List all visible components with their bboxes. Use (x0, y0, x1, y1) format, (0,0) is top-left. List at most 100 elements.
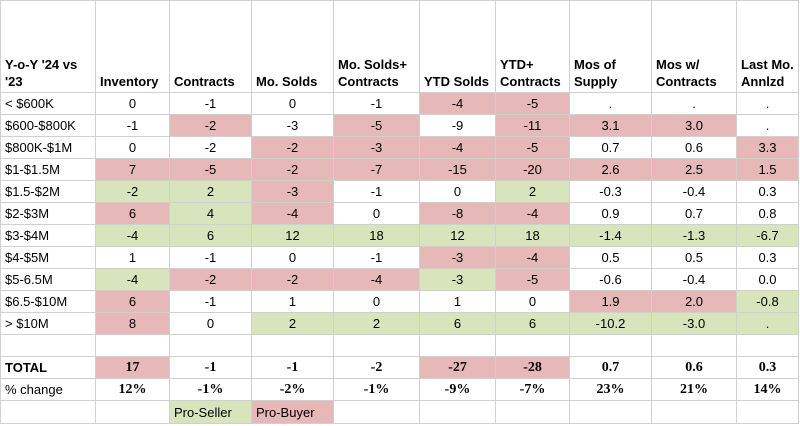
table-cell: 0.7 (569, 136, 652, 159)
table-cell: -3 (419, 268, 496, 291)
empty-cell (569, 400, 652, 424)
header-cell: Contracts (169, 0, 252, 93)
row-label: $3-$4M (0, 224, 96, 247)
table-cell: 0.3 (736, 246, 799, 269)
table-cell: . (569, 92, 652, 115)
table-cell: 0 (251, 246, 334, 269)
table-cell: 0 (251, 92, 334, 115)
table-cell: -9% (419, 378, 496, 401)
header-row: Y-o-Y '24 vs '23 Inventory Contracts Mo.… (0, 0, 799, 93)
table-row: $1.5-$2M -2 2 -3 -1 0 2 -0.3 -0.4 0.3 (0, 180, 799, 203)
table-cell: -20 (495, 158, 570, 181)
table-cell: -1.3 (651, 224, 737, 247)
table-cell: -5 (169, 158, 252, 181)
table-cell: -1% (169, 378, 252, 401)
table-cell: 18 (333, 224, 420, 247)
row-label: < $600K (0, 92, 96, 115)
empty-cell (95, 334, 170, 357)
table-cell: 6 (419, 312, 496, 335)
table-cell: 0.8 (736, 202, 799, 225)
table-cell: -3 (419, 246, 496, 269)
empty-cell (0, 400, 96, 424)
table-cell: -8 (419, 202, 496, 225)
table-cell: -5 (495, 268, 570, 291)
table-cell: 2 (495, 180, 570, 203)
table-row: $6.5-$10M 6 -1 1 0 1 0 1.9 2.0 -0.8 (0, 290, 799, 313)
table-cell: . (736, 92, 799, 115)
table-cell: 2 (251, 312, 334, 335)
table-cell: 6 (495, 312, 570, 335)
table-cell: -5 (495, 92, 570, 115)
table-cell: -4 (251, 202, 334, 225)
empty-cell (419, 400, 496, 424)
table-cell: -1 (333, 180, 420, 203)
table-cell: 18 (495, 224, 570, 247)
table-cell: -4 (495, 246, 570, 269)
table-cell: -7 (333, 158, 420, 181)
table-row: $2-$3M 6 4 -4 0 -8 -4 0.9 0.7 0.8 (0, 202, 799, 225)
table-cell: -28 (495, 356, 570, 379)
table-cell: 21% (651, 378, 737, 401)
table-cell: 12 (419, 224, 496, 247)
table-cell: 0 (95, 136, 170, 159)
table-cell: 3.0 (651, 114, 737, 137)
table-row: $1-$1.5M 7 -5 -2 -7 -15 -20 2.6 2.5 1.5 (0, 158, 799, 181)
table-cell: -3 (251, 114, 334, 137)
table-cell: . (736, 312, 799, 335)
header-cell: Mo. Solds (251, 0, 334, 93)
table-cell: -1 (333, 246, 420, 269)
table-cell: -1 (169, 290, 252, 313)
legend-row: Pro-Seller Pro-Buyer (0, 400, 799, 424)
table-cell: . (736, 114, 799, 137)
header-cell: Mos of Supply (569, 0, 652, 93)
table-cell: -2 (169, 268, 252, 291)
empty-cell (333, 334, 420, 357)
percent-change-row: % change 12% -1% -2% -1% -9% -7% 23% 21% 14% (0, 378, 799, 401)
empty-cell (95, 400, 170, 424)
table-cell: -1 (169, 246, 252, 269)
table-cell: -0.4 (651, 180, 737, 203)
table-cell: 1.5 (736, 158, 799, 181)
table-cell: -2 (95, 180, 170, 203)
header-cell: Y-o-Y '24 vs '23 (0, 0, 96, 93)
row-label: % change (0, 378, 96, 401)
table-cell: 4 (169, 202, 252, 225)
table-cell: -2 (251, 136, 334, 159)
table-cell: -3.0 (651, 312, 737, 335)
table-cell: 12% (95, 378, 170, 401)
legend-pro-buyer: Pro-Buyer (251, 400, 334, 424)
table-cell: -1 (95, 114, 170, 137)
table-row: $4-$5M 1 -1 0 -1 -3 -4 0.5 0.5 0.3 (0, 246, 799, 269)
row-label: $5-6.5M (0, 268, 96, 291)
empty-cell (333, 400, 420, 424)
table-cell: -5 (495, 136, 570, 159)
table-cell: -2 (169, 136, 252, 159)
row-label: $2-$3M (0, 202, 96, 225)
table-cell: 0.6 (651, 356, 737, 379)
table-cell: -9 (419, 114, 496, 137)
table-cell: 6 (95, 290, 170, 313)
table-cell: -15 (419, 158, 496, 181)
table-cell: 0.5 (569, 246, 652, 269)
table-cell: 8 (95, 312, 170, 335)
table-cell: -0.8 (736, 290, 799, 313)
empty-cell (0, 334, 96, 357)
table-row: < $600K 0 -1 0 -1 -4 -5... (0, 92, 799, 115)
table-cell: -1 (251, 356, 334, 379)
table-cell: -0.4 (651, 268, 737, 291)
total-row: TOTAL 17 -1 -1 -2 -27 -28 0.7 0.6 0.3 (0, 356, 799, 379)
table-cell: -3 (251, 180, 334, 203)
row-label: $6.5-$10M (0, 290, 96, 313)
table-cell: -1 (333, 92, 420, 115)
table-cell: 0.3 (736, 180, 799, 203)
table-cell: 1 (419, 290, 496, 313)
table-cell: 0.7 (651, 202, 737, 225)
table-row: $800K-$1M 0 -2 -2 -3 -4 -5 0.7 0.6 3.3 (0, 136, 799, 159)
table-cell: 12 (251, 224, 334, 247)
header-cell: Inventory (95, 0, 170, 93)
table-cell: 7 (95, 158, 170, 181)
table-cell: -2 (169, 114, 252, 137)
table-cell: -11 (495, 114, 570, 137)
empty-cell (495, 334, 570, 357)
table-cell: -2 (251, 158, 334, 181)
